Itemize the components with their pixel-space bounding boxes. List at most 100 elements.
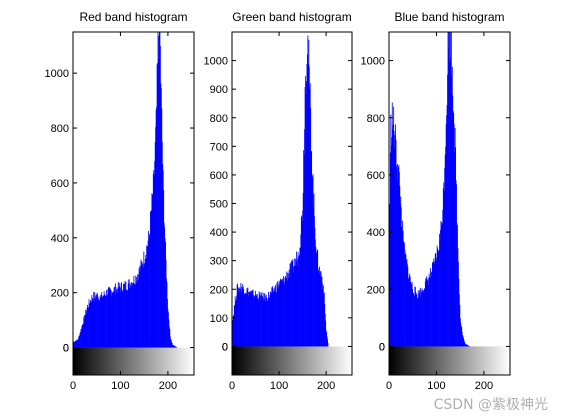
histogram-bar — [291, 260, 293, 347]
histogram-bar — [266, 300, 268, 347]
histogram-bar — [406, 263, 408, 347]
histogram-bar — [155, 127, 157, 348]
histogram-bar — [293, 266, 295, 347]
histogram-bar — [275, 291, 277, 347]
histogram-bar — [235, 301, 237, 347]
histogram-bar — [406, 260, 407, 347]
histogram-bar — [446, 105, 448, 347]
histogram-bar — [142, 267, 144, 348]
histogram-bar — [287, 272, 289, 347]
histogram-bar — [325, 330, 327, 347]
histogram-bar — [254, 295, 255, 347]
histogram-bar — [455, 147, 456, 347]
histogram-bar — [304, 87, 306, 347]
histogram-bar — [268, 297, 270, 347]
histogram-bar — [400, 207, 402, 347]
histogram-bar — [116, 290, 117, 348]
histogram-bar — [280, 280, 282, 347]
histogram-bar — [90, 300, 91, 348]
histogram-bar — [417, 290, 419, 347]
histogram-bar — [133, 282, 134, 348]
histogram-bar — [323, 294, 325, 347]
histogram-bar — [432, 261, 434, 347]
histogram-bar — [407, 278, 409, 347]
histogram-bar — [311, 151, 313, 347]
grayscale-colorbar — [389, 346, 510, 375]
histogram-bar — [465, 344, 467, 347]
x-tick-label: 100 — [270, 380, 288, 392]
histogram-bars — [232, 35, 329, 347]
histogram-bar — [173, 345, 175, 348]
histogram-bar — [277, 288, 279, 347]
histogram-bar — [320, 275, 321, 347]
histogram-bar — [416, 294, 418, 347]
histogram-bar — [286, 280, 288, 347]
histogram-bar — [464, 343, 466, 347]
histogram-bar — [278, 284, 280, 347]
histogram-bar — [134, 285, 136, 348]
histogram-bar — [79, 332, 81, 348]
histogram-bar — [420, 291, 422, 347]
y-tick-label: 500 — [210, 199, 228, 211]
histogram-bar — [273, 288, 275, 347]
histogram-bar — [265, 294, 267, 347]
histogram-bar — [453, 112, 455, 347]
histogram-bar — [133, 275, 135, 348]
histogram-bar — [117, 292, 119, 348]
histogram-bar — [450, 57, 452, 347]
histogram-bar — [93, 298, 95, 348]
grayscale-colorbar — [73, 347, 194, 375]
y-tick-label: 1000 — [204, 56, 228, 68]
histogram-bar — [233, 314, 235, 347]
histogram-bar — [124, 284, 125, 348]
histogram-bar — [404, 242, 405, 347]
histogram-bar — [109, 287, 111, 348]
histogram-bar — [127, 283, 129, 348]
histogram-bar — [308, 39, 310, 347]
y-tick-label: 0 — [222, 341, 228, 353]
y-tick-label: 900 — [210, 84, 228, 96]
histogram-bar — [274, 292, 276, 347]
histogram-bar — [116, 288, 118, 348]
histogram-bar — [244, 292, 246, 347]
histogram-bar — [291, 261, 292, 347]
histogram-bar — [309, 89, 311, 347]
histogram-bar — [301, 215, 303, 347]
histogram-bar — [317, 250, 319, 347]
histogram-bar — [272, 286, 274, 347]
histogram-bar — [285, 278, 287, 347]
histogram-bar — [127, 290, 129, 348]
histogram-bar — [317, 268, 319, 347]
histogram-bar — [441, 222, 443, 347]
histogram-bar — [249, 291, 251, 347]
histogram-bar — [169, 336, 171, 348]
histogram-bar — [441, 223, 443, 347]
histogram-bar — [281, 278, 283, 347]
histogram-bar — [167, 298, 168, 348]
histogram-bar — [421, 293, 422, 347]
histogram-bar — [449, 32, 450, 347]
histogram-bar — [402, 230, 404, 347]
histogram-bar — [165, 259, 167, 348]
histogram-bar — [390, 145, 392, 347]
histogram-bar — [136, 280, 138, 348]
y-tick-label: 400 — [51, 233, 69, 245]
histogram-bar — [262, 300, 264, 347]
histogram-bar — [389, 203, 391, 347]
histogram-bar — [292, 272, 294, 347]
histogram-bar — [91, 295, 93, 348]
histogram-bar — [94, 292, 96, 348]
histogram-bar — [295, 261, 297, 347]
histogram-bar — [313, 206, 314, 347]
histogram-bars — [73, 32, 178, 348]
histogram-bar — [154, 161, 156, 348]
histogram-bar — [76, 339, 78, 348]
histogram-bar — [92, 298, 94, 348]
histogram-bar — [444, 167, 446, 347]
histogram-bar — [416, 298, 418, 347]
histogram-bar — [415, 292, 417, 347]
histogram-bar — [253, 295, 255, 347]
histogram-bar — [168, 326, 170, 348]
histogram-bar — [256, 294, 258, 347]
y-tick-label: 600 — [210, 170, 228, 182]
